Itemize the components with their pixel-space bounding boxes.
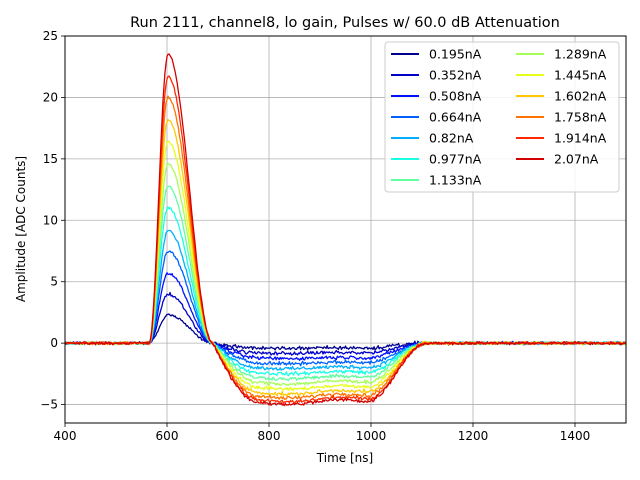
- legend-label: 2.07nA: [554, 152, 599, 167]
- y-tick-label: 20: [43, 90, 58, 104]
- x-tick-label: 1200: [458, 429, 489, 443]
- x-tick-label: 1400: [560, 429, 591, 443]
- x-tick-label: 600: [156, 429, 179, 443]
- legend-label: 1.133nA: [429, 173, 482, 188]
- legend-label: 0.508nA: [429, 89, 482, 104]
- y-tick-label: 25: [43, 29, 58, 43]
- legend-label: 1.289nA: [554, 47, 607, 62]
- y-tick-label: 0: [50, 336, 58, 350]
- series-line-6: [64, 185, 627, 382]
- y-tick-label: 15: [43, 152, 58, 166]
- tick-layer: 400 600 800 1000 1200 1400 −5 0 5 10 15 20 25: [40, 29, 590, 443]
- series-layer: [64, 53, 627, 407]
- x-tick-label: 1000: [356, 429, 387, 443]
- legend-label: 1.602nA: [554, 89, 607, 104]
- series-line-5: [64, 206, 627, 377]
- plot-frame: [64, 35, 627, 424]
- chart-title: Run 2111, channel8, lo gain, Pulses w/ 6…: [130, 15, 560, 31]
- series-line-3: [64, 250, 627, 367]
- x-axis-label: Time [ns]: [316, 451, 373, 465]
- legend-label: 0.664nA: [429, 110, 482, 125]
- y-tick-label: 5: [50, 275, 58, 289]
- series-line-4: [64, 229, 627, 371]
- legend-label: 1.758nA: [554, 110, 607, 125]
- legend-label: 0.352nA: [429, 68, 482, 83]
- legend-label: 0.977nA: [429, 152, 482, 167]
- y-tick-label: 10: [43, 213, 58, 227]
- series-line-12: [64, 53, 627, 407]
- y-tick-label: −5: [40, 398, 58, 412]
- x-tick-label: 400: [54, 429, 77, 443]
- legend-label: 0.82nA: [429, 131, 474, 146]
- legend-label: 0.195nA: [429, 47, 482, 62]
- legend-label: 1.914nA: [554, 131, 607, 146]
- legend-box: [384, 41, 620, 193]
- x-tick-label: 800: [258, 429, 281, 443]
- legend-label: 1.445nA: [554, 68, 607, 83]
- y-axis-label: Amplitude [ADC Counts]: [14, 156, 28, 302]
- legend: 0.195nA 0.352nA 0.508nA 0.664nA 0.82nA 0.977n…: [384, 41, 620, 193]
